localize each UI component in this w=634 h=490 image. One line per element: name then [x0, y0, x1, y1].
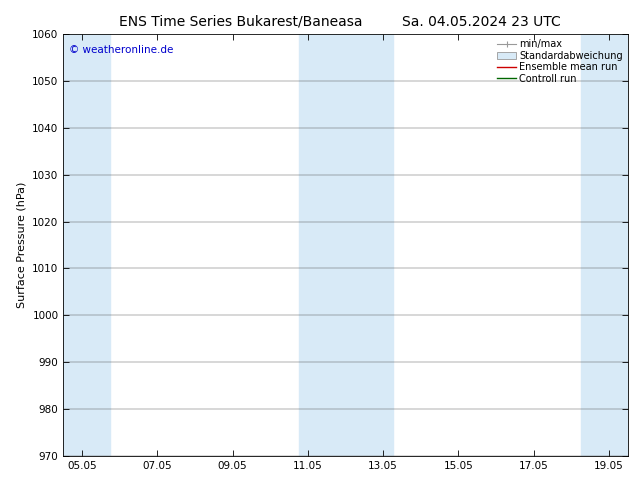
Bar: [63, 34, 110, 456]
Text: ENS Time Series Bukarest/Baneasa: ENS Time Series Bukarest/Baneasa: [119, 15, 363, 29]
Text: © weatheronline.de: © weatheronline.de: [69, 45, 174, 55]
Y-axis label: Surface Pressure (hPa): Surface Pressure (hPa): [16, 182, 27, 308]
Text: Sa. 04.05.2024 23 UTC: Sa. 04.05.2024 23 UTC: [403, 15, 561, 29]
Bar: [581, 34, 628, 456]
Legend: min/max, Standardabweichung, Ensemble mean run, Controll run: min/max, Standardabweichung, Ensemble me…: [497, 39, 623, 83]
Bar: [299, 34, 392, 456]
